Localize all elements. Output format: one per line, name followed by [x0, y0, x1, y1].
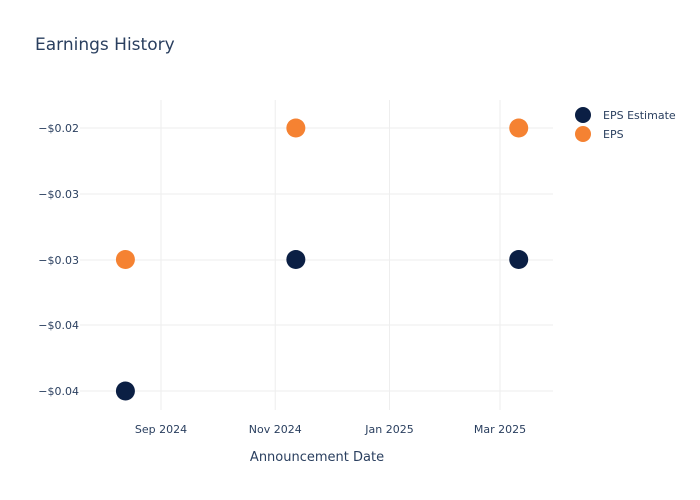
legend-label[interactable]: EPS Estimate: [603, 109, 676, 122]
eps-point[interactable]: [115, 250, 135, 269]
x-axis-title: Announcement Date: [250, 450, 384, 465]
x-axis-ticks: Sep 2024 Nov 2024 Jan 2025 Mar 2025: [135, 423, 526, 436]
x-tick-label: Mar 2025: [474, 423, 526, 436]
legend-marker[interactable]: [575, 126, 591, 142]
data-points: [115, 118, 529, 401]
x-tick-label: Sep 2024: [135, 423, 187, 436]
y-tick-label: −$0.03: [38, 188, 79, 201]
y-tick-label: −$0.04: [38, 385, 79, 398]
chart-title: Earnings History: [35, 35, 175, 55]
y-tick-label: −$0.02: [38, 122, 79, 135]
legend[interactable]: EPS Estimate EPS: [575, 107, 676, 142]
eps-estimate-point[interactable]: [509, 250, 529, 269]
x-tick-label: Jan 2025: [364, 423, 413, 436]
legend-label[interactable]: EPS: [603, 128, 624, 141]
y-axis-ticks: −$0.02 −$0.03 −$0.03 −$0.04 −$0.04: [38, 122, 79, 398]
eps-estimate-point[interactable]: [286, 250, 306, 269]
legend-marker[interactable]: [575, 107, 591, 123]
y-tick-label: −$0.03: [38, 254, 79, 267]
eps-estimate-point[interactable]: [115, 381, 135, 401]
eps-point[interactable]: [286, 118, 306, 138]
y-tick-label: −$0.04: [38, 319, 79, 332]
x-tick-label: Nov 2024: [249, 423, 302, 436]
eps-point[interactable]: [509, 118, 529, 138]
grid: [80, 100, 553, 410]
